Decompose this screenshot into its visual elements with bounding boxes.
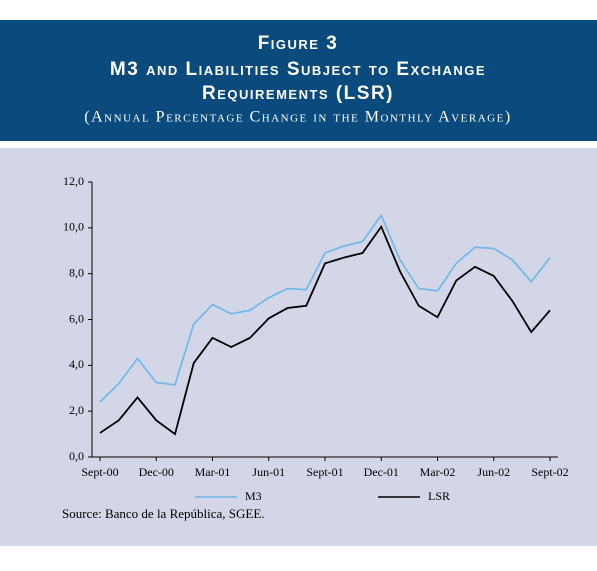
- x-tick-label: Sept-02: [531, 465, 568, 479]
- x-tick-label: Dec-00: [139, 465, 174, 479]
- x-tick-label: Sept-00: [81, 465, 118, 479]
- line-series: [99, 224, 551, 436]
- x-tick-label: Sept-01: [306, 465, 343, 479]
- legend-label: LSR: [428, 489, 450, 503]
- header-band: [0, 20, 597, 141]
- x-tick-label: Dec-01: [364, 465, 399, 479]
- y-tick-label: 12,0: [63, 174, 84, 188]
- line-series: [99, 213, 551, 403]
- y-tick-label: 6,0: [69, 311, 84, 325]
- chart-subtitle: (Annual Percentage Change in the Monthly…: [84, 109, 511, 126]
- source-note: Source: Banco de la República, SGEE.: [62, 506, 265, 521]
- x-tick-label: Mar-02: [420, 465, 456, 479]
- x-tick-label: Jun-01: [252, 465, 285, 479]
- y-tick-label: 10,0: [63, 220, 84, 234]
- y-tick-label: 2,0: [69, 403, 84, 417]
- y-tick-label: 0,0: [69, 449, 84, 463]
- chart-title: M3 and Liabilities Subject to Exchange: [110, 59, 486, 80]
- legend-label: M3: [245, 489, 262, 503]
- y-tick-label: 8,0: [69, 265, 84, 279]
- figure-label: Figure 3: [258, 33, 339, 54]
- chart-panel: [0, 148, 597, 546]
- chart-title: Requirements (LSR): [202, 83, 394, 104]
- y-tick-label: 4,0: [69, 357, 84, 371]
- x-tick-label: Jun-02: [477, 465, 510, 479]
- x-tick-label: Mar-01: [195, 465, 231, 479]
